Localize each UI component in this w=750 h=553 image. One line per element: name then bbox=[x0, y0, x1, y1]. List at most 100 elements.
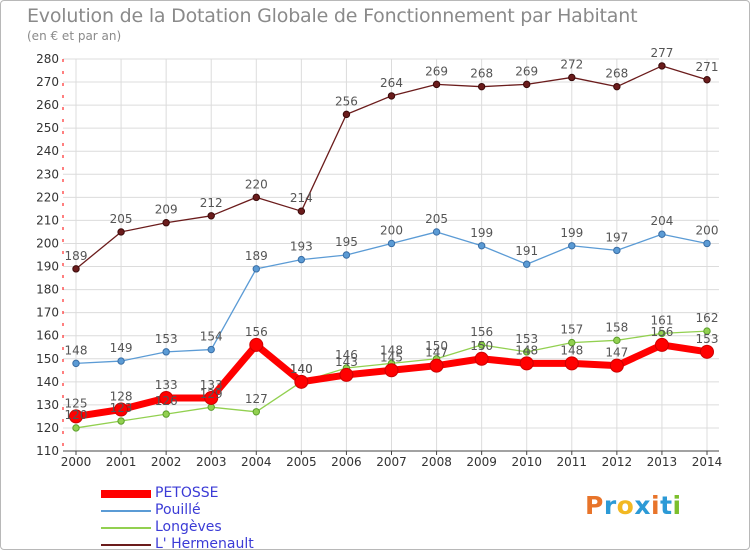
y-tick-label: 230 bbox=[36, 167, 59, 181]
data-point bbox=[72, 359, 80, 368]
y-tick-label: 220 bbox=[36, 190, 59, 204]
x-tick-label: 2014 bbox=[692, 455, 723, 469]
data-label: 199 bbox=[470, 226, 493, 240]
legend-label: Pouillé bbox=[155, 502, 201, 518]
data-point bbox=[159, 390, 174, 405]
legend-label: PETOSSE bbox=[155, 485, 219, 501]
data-label: 148 bbox=[380, 343, 403, 357]
data-label: 195 bbox=[335, 235, 358, 249]
data-point bbox=[568, 73, 576, 82]
data-label: 200 bbox=[380, 223, 403, 237]
legend-swatch bbox=[101, 526, 151, 529]
x-tick-label: 2012 bbox=[602, 455, 633, 469]
data-label: 209 bbox=[155, 203, 178, 217]
data-point bbox=[609, 358, 624, 373]
logo-letter: t bbox=[660, 491, 673, 520]
logo-letter: P bbox=[585, 491, 604, 520]
y-tick-label: 130 bbox=[36, 398, 59, 412]
data-label: 147 bbox=[425, 346, 448, 360]
data-label: 146 bbox=[335, 348, 358, 362]
data-label: 158 bbox=[605, 320, 628, 334]
line-chart: 110 120 130 140 150 160 170 180 190 200 210 220 230 2… bbox=[36, 46, 723, 469]
x-tick-label: 2013 bbox=[647, 455, 678, 469]
data-point bbox=[654, 337, 669, 352]
legend-label: Longèves bbox=[155, 519, 222, 535]
data-label: 140 bbox=[290, 362, 313, 376]
data-label: 269 bbox=[515, 64, 538, 78]
data-label: 148 bbox=[65, 343, 88, 357]
data-point bbox=[114, 402, 129, 417]
data-label: 157 bbox=[560, 323, 583, 337]
data-label: 191 bbox=[515, 244, 538, 258]
data-label: 272 bbox=[560, 57, 583, 71]
y-tick-label: 280 bbox=[36, 52, 59, 66]
logo-letter: i bbox=[651, 491, 661, 520]
data-point bbox=[477, 242, 486, 250]
y-tick-label: 170 bbox=[36, 306, 59, 320]
data-label: 154 bbox=[200, 330, 223, 344]
data-label: 199 bbox=[560, 226, 583, 240]
data-label: 150 bbox=[470, 339, 493, 353]
legend-item: L' Hermenault bbox=[101, 536, 254, 553]
y-tick-label: 180 bbox=[36, 283, 59, 297]
legend-item: PETOSSE bbox=[101, 485, 254, 502]
data-label: 161 bbox=[650, 313, 673, 327]
data-point bbox=[72, 424, 80, 432]
data-label: 212 bbox=[200, 196, 223, 210]
data-point bbox=[387, 239, 396, 248]
data-point bbox=[474, 351, 489, 366]
legend: PETOSSE Pouillé Longèves L' Hermenault bbox=[101, 485, 254, 553]
data-point bbox=[297, 207, 306, 215]
data-label: 205 bbox=[425, 212, 448, 226]
data-point bbox=[387, 92, 396, 100]
data-label: 204 bbox=[650, 214, 673, 228]
data-point bbox=[703, 327, 711, 335]
data-label: 156 bbox=[245, 325, 268, 339]
data-point bbox=[523, 260, 531, 268]
data-point bbox=[162, 219, 170, 227]
data-point bbox=[568, 242, 576, 250]
data-label: 147 bbox=[605, 346, 628, 360]
data-label: 268 bbox=[605, 67, 628, 81]
x-tick-label: 2010 bbox=[511, 455, 542, 469]
y-tick-label: 110 bbox=[36, 444, 59, 458]
legend-item: Longèves bbox=[101, 519, 254, 536]
x-tick-label: 2003 bbox=[196, 455, 227, 469]
data-point bbox=[297, 255, 306, 264]
data-label: 153 bbox=[155, 332, 178, 346]
data-label: 189 bbox=[65, 249, 88, 263]
data-point bbox=[204, 390, 219, 405]
x-tick-label: 2006 bbox=[331, 455, 362, 469]
data-point bbox=[519, 356, 534, 371]
y-tick-label: 240 bbox=[36, 144, 59, 158]
data-label: 268 bbox=[470, 67, 493, 81]
data-point bbox=[613, 246, 621, 255]
data-point bbox=[342, 110, 351, 119]
y-tick-label: 190 bbox=[36, 260, 59, 274]
data-point bbox=[342, 251, 351, 259]
data-label: 277 bbox=[650, 46, 673, 60]
data-label: 148 bbox=[515, 343, 538, 357]
data-point bbox=[658, 62, 666, 70]
data-point bbox=[72, 265, 80, 273]
legend-swatch bbox=[101, 543, 151, 546]
data-point bbox=[207, 212, 215, 220]
data-label: 127 bbox=[245, 392, 268, 406]
data-label: 149 bbox=[110, 341, 133, 355]
y-tick-label: 210 bbox=[36, 213, 59, 227]
data-point bbox=[658, 230, 666, 238]
data-point bbox=[294, 374, 309, 389]
data-point bbox=[703, 239, 711, 248]
data-point bbox=[162, 410, 170, 418]
x-tick-label: 2001 bbox=[106, 455, 137, 469]
legend-swatch bbox=[101, 509, 151, 512]
data-label: 140 bbox=[290, 362, 313, 376]
data-point bbox=[252, 408, 260, 416]
data-label: 156 bbox=[470, 325, 493, 339]
data-point bbox=[432, 228, 441, 236]
x-tick-label: 2011 bbox=[557, 455, 588, 469]
y-tick-label: 250 bbox=[36, 121, 59, 135]
data-point bbox=[252, 265, 260, 273]
data-label: 269 bbox=[425, 64, 448, 78]
